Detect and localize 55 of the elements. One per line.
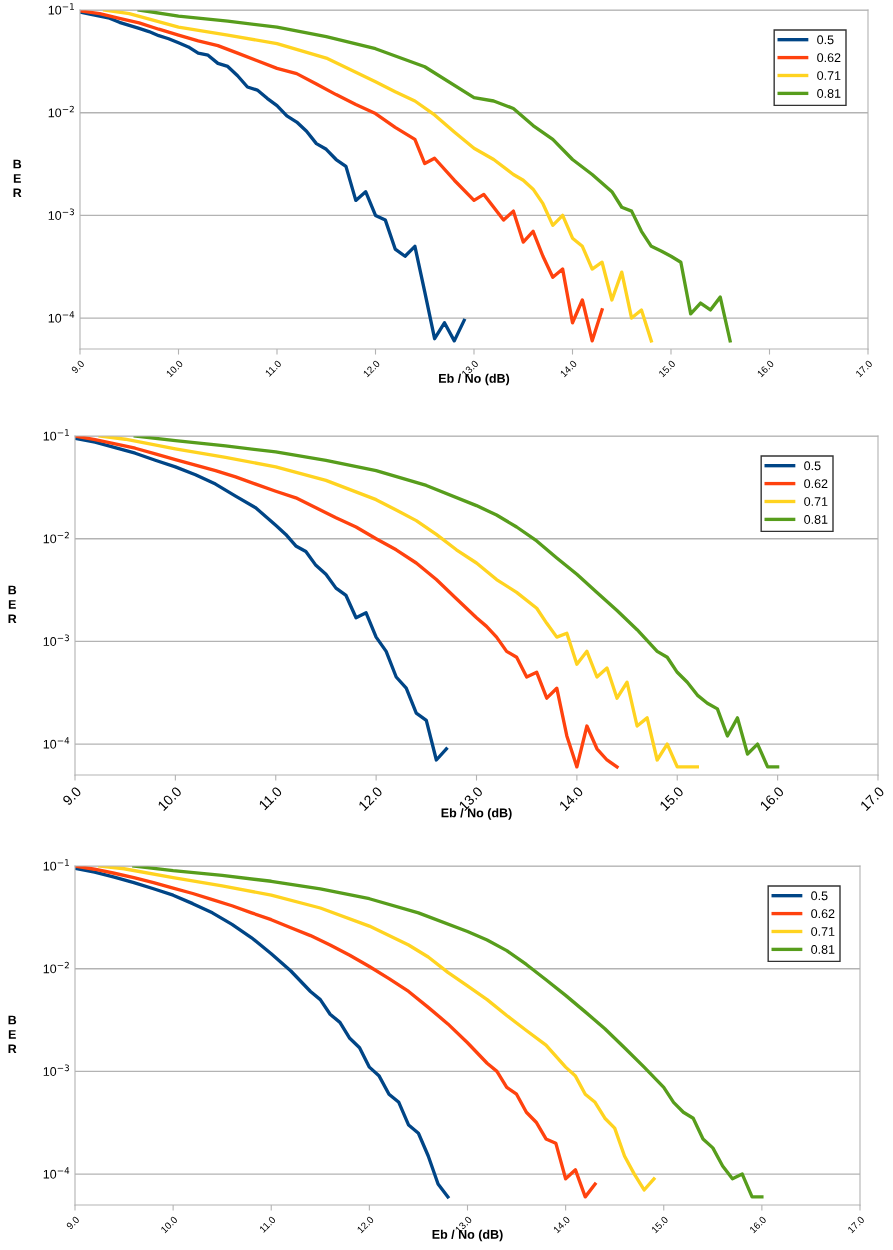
x-tick-label: 14.0 [552,1215,571,1234]
legend-label: 0.5 [817,35,834,45]
x-tick-label: 11.0 [259,1215,277,1233]
y-tick-label: 10$^{−1}$ [43,429,69,441]
y-tick-label: 10$^{−3}$ [43,634,69,646]
y-tick-label: 10$^{−3}$ [43,1064,69,1076]
y-tick-label: 10$^{−2}$ [48,105,74,118]
y-tick-label: 10$^{−3}$ [48,208,74,220]
legend-label: 0.71 [811,927,835,936]
y-tick-label: 10$^{−4}$ [48,311,75,323]
x-tick-label: 9.0 [70,359,85,374]
x-tick-label: 9.0 [62,786,82,806]
x-tick-label: 16.0 [756,359,775,378]
line-series [133,436,780,769]
line-series [75,436,449,762]
legend-label: 0.81 [817,89,841,98]
x-tick-label: 17.0 [855,359,873,378]
x-tick-label: 15.0 [658,359,676,378]
x-tick-label: 11.0 [264,359,282,377]
legend-label: 0.62 [817,53,841,63]
x-tick-label: 15.0 [651,1215,669,1234]
y-axis-title: BER [8,1015,17,1054]
legend-label: 0.62 [811,909,835,919]
x-tick-label: 16.0 [749,1215,767,1234]
legend-label: 0.5 [811,891,828,901]
legend-label: 0.62 [804,479,828,489]
legend-label: 0.81 [811,945,835,954]
y-tick-label: 10$^{−2}$ [43,531,69,544]
legend-label: 0.71 [804,497,828,506]
x-tick-label: 12.0 [362,359,381,378]
line-series [97,866,656,1192]
y-tick-label: 10$^{−2}$ [43,961,69,974]
x-tick-label: 14.0 [559,359,578,378]
y-tick-label: 10$^{−4}$ [43,737,70,749]
y-tick-label: 10$^{−1}$ [48,3,74,15]
y-axis-title: BER [8,585,17,624]
line-series [75,866,597,1199]
x-tick-label: 10.0 [160,1215,178,1234]
line-series [80,10,466,343]
x-tick-label: 17.0 [847,1215,865,1234]
y-tick-label: 10$^{−4}$ [43,1167,70,1179]
line-series [132,866,764,1199]
line-series [75,436,619,769]
line-series [98,436,699,769]
x-tick-label: 9.0 [65,1215,80,1230]
y-tick-label: 10$^{−1}$ [43,859,69,871]
x-tick-label: 11.0 [258,786,283,811]
x-tick-label: 12.0 [356,1215,375,1234]
legend-label: 0.71 [817,71,841,80]
y-axis-title: BER [13,159,22,198]
legend-label: 0.81 [804,515,828,524]
x-tick-label: 10.0 [165,359,184,378]
line-series [75,866,450,1199]
legend-label: 0.5 [804,461,821,471]
line-series [137,10,732,343]
